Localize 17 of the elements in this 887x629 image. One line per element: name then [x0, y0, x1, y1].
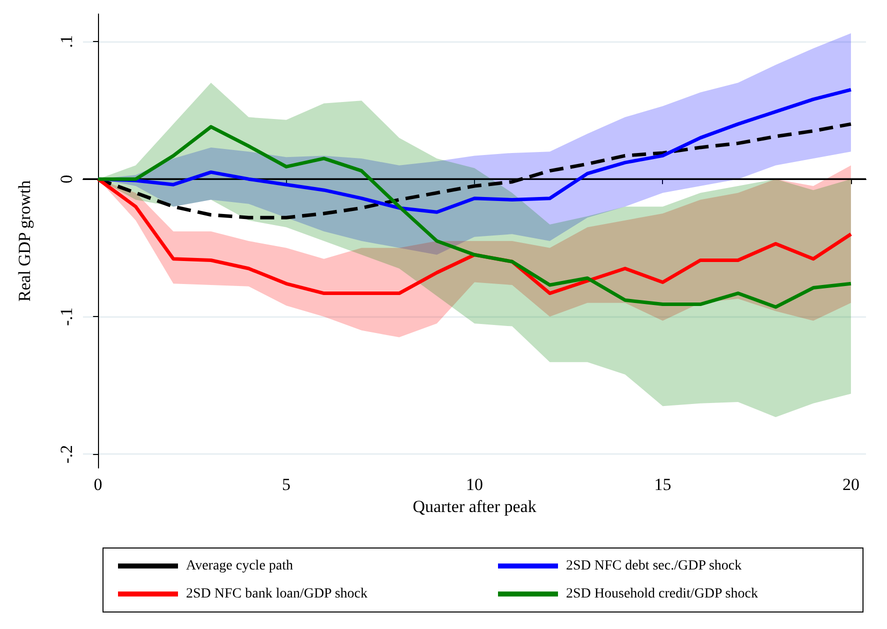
y-tick-label: -.2 — [57, 445, 76, 464]
x-tick-label: 10 — [466, 475, 483, 494]
x-axis-title: Quarter after peak — [412, 496, 537, 516]
legend-label: 2SD Household credit/GDP shock — [566, 586, 758, 602]
legend-label: 2SD NFC debt sec./GDP shock — [566, 558, 742, 574]
line-series — [96, 125, 853, 309]
x-tick-label: 0 — [94, 475, 102, 494]
y-tick-label: 0 — [57, 174, 76, 184]
y-axis-title: Real GDP growth — [15, 180, 34, 302]
x-tick-label: 5 — [282, 475, 291, 494]
y-tick-label: .1 — [57, 35, 76, 48]
y-tick-label: -.1 — [57, 307, 76, 326]
x-tick-label: 20 — [842, 475, 860, 494]
line-series — [96, 177, 853, 296]
legend-label: 2SD NFC bank loan/GDP shock — [186, 586, 368, 602]
legend-label: Average cycle path — [186, 558, 294, 574]
x-tick-label: 15 — [654, 475, 672, 494]
